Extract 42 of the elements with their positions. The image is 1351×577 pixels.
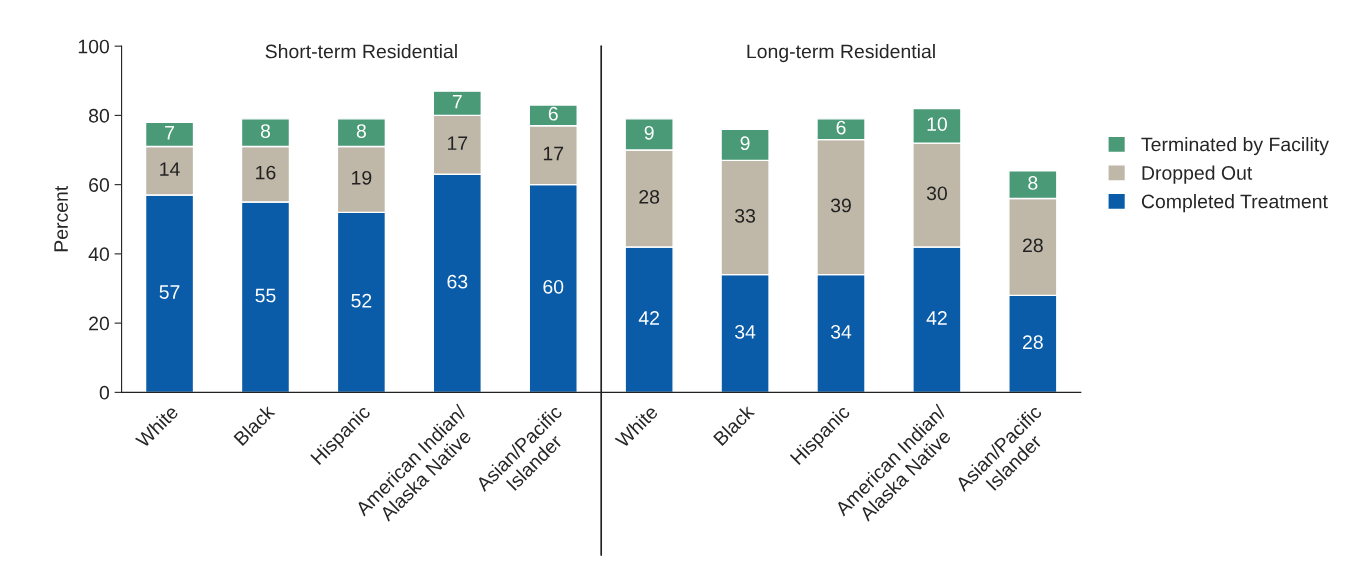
legend-label: Dropped Out	[1142, 165, 1253, 184]
data-label: 63	[447, 274, 468, 289]
data-label: 55	[255, 288, 276, 303]
y-tick-label: 40	[88, 247, 110, 262]
y-tick-label: 60	[89, 178, 110, 192]
y-axis-title: Percent	[54, 185, 68, 252]
data-label: 39	[830, 198, 851, 213]
data-label: 14	[160, 162, 180, 176]
y-tick-label: 100	[78, 39, 110, 54]
data-label: 28	[639, 189, 660, 204]
data-label: 28	[1023, 335, 1043, 350]
data-label: 6	[836, 120, 846, 135]
data-label: 60	[543, 279, 564, 294]
data-label: 6	[548, 106, 558, 121]
data-label: 7	[165, 126, 174, 140]
data-label: 9	[740, 136, 750, 151]
data-label: 42	[638, 311, 659, 325]
data-label: 16	[256, 165, 276, 180]
data-label: 33	[735, 208, 756, 223]
data-label: 19	[352, 170, 372, 185]
data-label: 10	[927, 117, 947, 132]
y-tick-label: 0	[99, 385, 110, 400]
data-label: 7	[452, 94, 462, 109]
annotation: Long-term Residential	[747, 44, 935, 63]
legend-label: Terminated by Facility	[1141, 137, 1329, 156]
data-label: 8	[260, 124, 271, 138]
data-label: 30	[926, 186, 947, 201]
data-label: 52	[351, 293, 372, 308]
data-label: 34	[830, 324, 852, 339]
data-label: 8	[1028, 176, 1038, 190]
y-tick-label: 20	[89, 316, 110, 331]
data-label: 8	[356, 124, 366, 138]
annotation: Short-term Residential	[265, 44, 457, 59]
data-label: 28	[1023, 238, 1043, 253]
data-label: 34	[735, 324, 756, 339]
y-tick-label: 80	[89, 108, 110, 123]
legend-label: Completed Treatment	[1141, 194, 1328, 213]
data-label: 17	[543, 146, 564, 161]
data-label: 9	[644, 125, 654, 140]
data-label: 17	[447, 136, 468, 150]
data-label: 57	[159, 285, 180, 299]
data-label: 42	[926, 311, 947, 325]
